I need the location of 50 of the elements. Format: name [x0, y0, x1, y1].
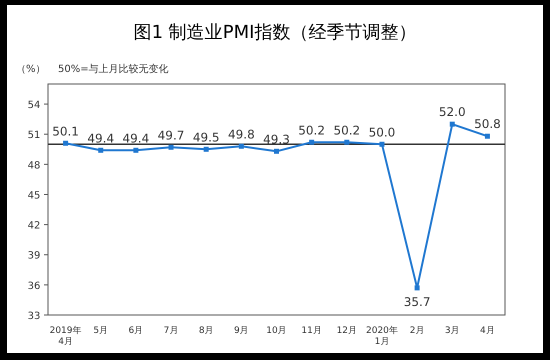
x-tick-label: 10月 [266, 326, 287, 336]
data-label: 50.8 [474, 117, 501, 132]
data-label: 50.2 [298, 123, 326, 138]
x-tick-label: 12月 [336, 326, 358, 336]
x-tick-label: 5月 [93, 326, 108, 336]
data-label: 49.3 [263, 132, 290, 146]
point [63, 140, 68, 146]
x-tick-label: 2020年 1月 [366, 325, 398, 347]
data-label: 49.7 [158, 128, 184, 142]
point [379, 142, 384, 147]
data-label: 49.4 [122, 131, 150, 146]
data-label: 50.0 [368, 125, 396, 140]
x-tick-label: 2月 [410, 326, 424, 336]
data-label: 49.8 [228, 127, 255, 142]
x-tick-label: 2019年 4月 [50, 325, 82, 347]
text: 50%=与上月比较无变化 [58, 63, 169, 75]
x-tick-label: 8月 [198, 326, 214, 336]
point [309, 140, 314, 145]
x-tick-label: 7月 [164, 326, 178, 336]
data-label: 52.0 [438, 105, 466, 120]
point [133, 148, 138, 153]
data-label: 50.2 [333, 123, 360, 138]
y-tick-label: 54 [28, 100, 40, 112]
point [168, 144, 174, 150]
y-tick-label: 39 [28, 250, 40, 262]
y-tick-label: 36 [28, 280, 40, 292]
x-tick-label: 4月 [480, 326, 495, 336]
data-label: 35.7 [404, 294, 430, 309]
y-tick-label: 45 [28, 190, 40, 202]
chart-title: 图1 制造业PMI指数（经季节调整） [134, 22, 416, 43]
point [204, 146, 209, 152]
x-tick-label: 3月 [444, 326, 460, 336]
point [344, 140, 350, 145]
x-tick-label: 9月 [234, 326, 249, 336]
data-label: 49.5 [192, 130, 220, 144]
point [98, 148, 104, 153]
point [414, 285, 420, 290]
data-label: 49.4 [87, 131, 114, 146]
y-tick-label: 42 [28, 220, 40, 232]
point [450, 122, 455, 127]
point [484, 134, 490, 139]
point [274, 148, 279, 154]
x-tick-label: 6月 [128, 326, 144, 336]
y-tick-label: 51 [28, 130, 40, 142]
x-tick-label: 11月 [301, 326, 322, 336]
y-tick-label: 33 [28, 311, 40, 322]
data-label: 50.1 [52, 124, 79, 138]
y-tick-label: 48 [28, 160, 40, 172]
point [238, 144, 244, 149]
y-axis-title: （%） [16, 64, 46, 75]
